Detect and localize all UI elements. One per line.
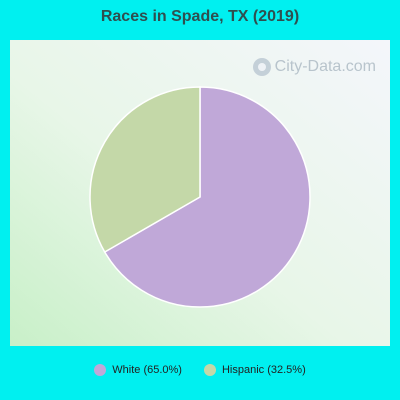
legend: White (65.0%) Hispanic (32.5%)	[0, 364, 400, 376]
legend-item-hispanic: Hispanic (32.5%)	[203, 364, 306, 376]
pie-slice-hispanic	[89, 86, 201, 254]
legend-swatch-hispanic	[203, 364, 216, 376]
chart-title: Races in Spade, TX (2019)	[100, 8, 300, 25]
watermark: City-Data.com	[252, 58, 376, 76]
legend-item-white: White (65.0%)	[94, 364, 182, 376]
pie-slice-white	[103, 86, 311, 308]
watermark-text: City-Data.com	[274, 58, 376, 75]
legend-label-white: White (65.0%)	[112, 364, 182, 376]
plot-area: City-Data.com	[10, 40, 390, 346]
legend-swatch-white	[94, 364, 107, 376]
pie-chart	[89, 86, 311, 308]
legend-label-hispanic: Hispanic (32.5%)	[221, 364, 306, 376]
city-data-logo-icon	[252, 58, 271, 76]
